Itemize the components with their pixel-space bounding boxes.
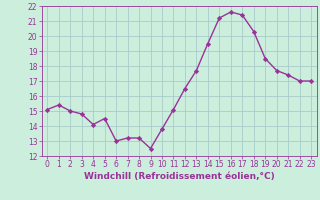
X-axis label: Windchill (Refroidissement éolien,°C): Windchill (Refroidissement éolien,°C) [84,172,275,181]
